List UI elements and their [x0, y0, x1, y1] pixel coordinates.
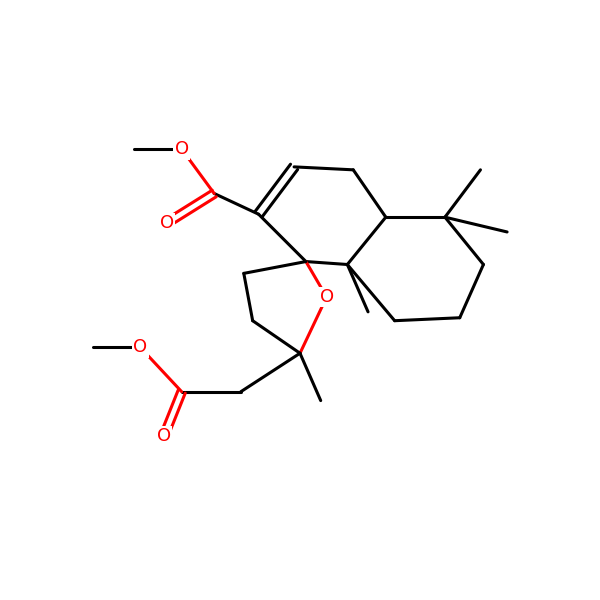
Text: O: O — [157, 427, 171, 445]
Text: O: O — [160, 214, 174, 232]
Text: O: O — [175, 140, 189, 158]
Text: O: O — [133, 338, 148, 356]
Text: O: O — [320, 288, 334, 306]
